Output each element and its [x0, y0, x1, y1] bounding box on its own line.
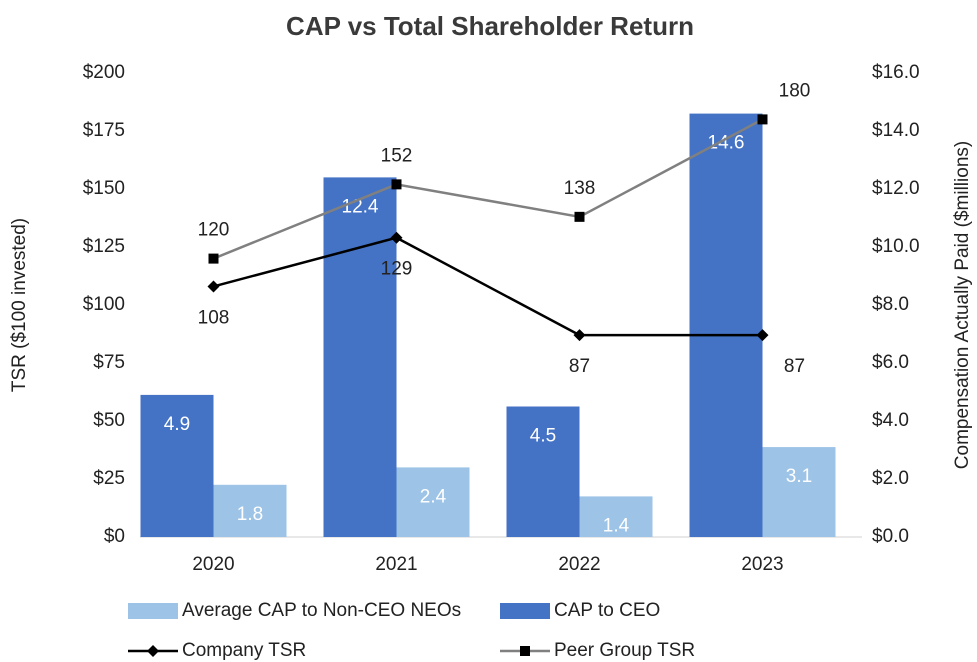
y2-tick-label: $2.0 [872, 468, 909, 489]
y-tick-label: $175 [83, 120, 125, 141]
bar-value-label: 14.6 [708, 133, 745, 154]
y2-tick-label: $6.0 [872, 352, 909, 373]
y-axis-label: TSR ($100 invested) [9, 218, 30, 392]
y2-tick-label: $0.0 [872, 526, 909, 547]
y-tick-label: $50 [93, 410, 125, 431]
y2-tick-label: $12.0 [872, 178, 920, 199]
y-tick-label: $150 [83, 178, 125, 199]
line-value-label: 138 [564, 178, 596, 199]
y-tick-label: $0 [104, 526, 125, 547]
line-value-label: 87 [569, 356, 590, 377]
legend-label: Company TSR [182, 640, 306, 661]
bar [506, 406, 580, 537]
bar [579, 496, 653, 537]
bar-value-label: 4.5 [530, 426, 556, 447]
y2-tick-label: $8.0 [872, 294, 909, 315]
bar [396, 467, 470, 537]
marker [390, 231, 403, 244]
legend-label: Average CAP to Non-CEO NEOs [182, 600, 461, 621]
y-tick-label: $200 [83, 62, 125, 83]
marker [207, 280, 220, 293]
bar [689, 113, 763, 537]
marker [208, 253, 219, 264]
marker [757, 114, 768, 125]
legend-label: CAP to CEO [554, 600, 660, 621]
y-tick-label: $25 [93, 468, 125, 489]
y2-tick-label: $14.0 [872, 120, 920, 141]
line-value-label: 129 [381, 259, 413, 280]
legend-swatch [128, 603, 178, 619]
bar [323, 177, 397, 537]
line [213, 236, 763, 337]
y-tick-label: $125 [83, 236, 125, 257]
y2-tick-label: $10.0 [872, 236, 920, 257]
bar-value-label: 3.1 [786, 466, 812, 487]
legend-marker [520, 646, 530, 656]
bar-value-label: 1.8 [237, 504, 263, 525]
bar [213, 484, 287, 537]
x-tick-label: 2021 [375, 554, 417, 575]
marker [574, 211, 585, 222]
line-value-label: 120 [198, 220, 230, 241]
line-value-label: 180 [779, 80, 811, 101]
line-value-label: 108 [198, 307, 230, 328]
marker [391, 179, 402, 190]
x-tick-label: 2023 [741, 554, 783, 575]
x-tick-label: 2020 [192, 554, 234, 575]
y2-tick-label: $4.0 [872, 410, 909, 431]
x-tick-label: 2022 [558, 554, 600, 575]
y2-tick-label: $16.0 [872, 62, 920, 83]
y-tick-label: $75 [93, 352, 125, 373]
line [213, 118, 764, 260]
legend-label: Peer Group TSR [554, 640, 695, 661]
marker [573, 329, 586, 342]
legend-swatch [500, 603, 550, 619]
line-value-label: 87 [784, 356, 805, 377]
bar-value-label: 2.4 [420, 486, 447, 507]
chart-title: CAP vs Total Shareholder Return [286, 11, 694, 41]
bar [762, 447, 836, 537]
bar-value-label: 1.4 [603, 515, 630, 536]
y-tick-label: $100 [83, 294, 125, 315]
bar-value-label: 4.9 [164, 414, 190, 435]
line-value-label: 152 [381, 145, 413, 166]
y2-axis-label: Compensation Actually Paid ($millions) [952, 141, 973, 469]
bar [140, 394, 214, 537]
marker [756, 329, 769, 342]
legend-marker [147, 645, 159, 657]
